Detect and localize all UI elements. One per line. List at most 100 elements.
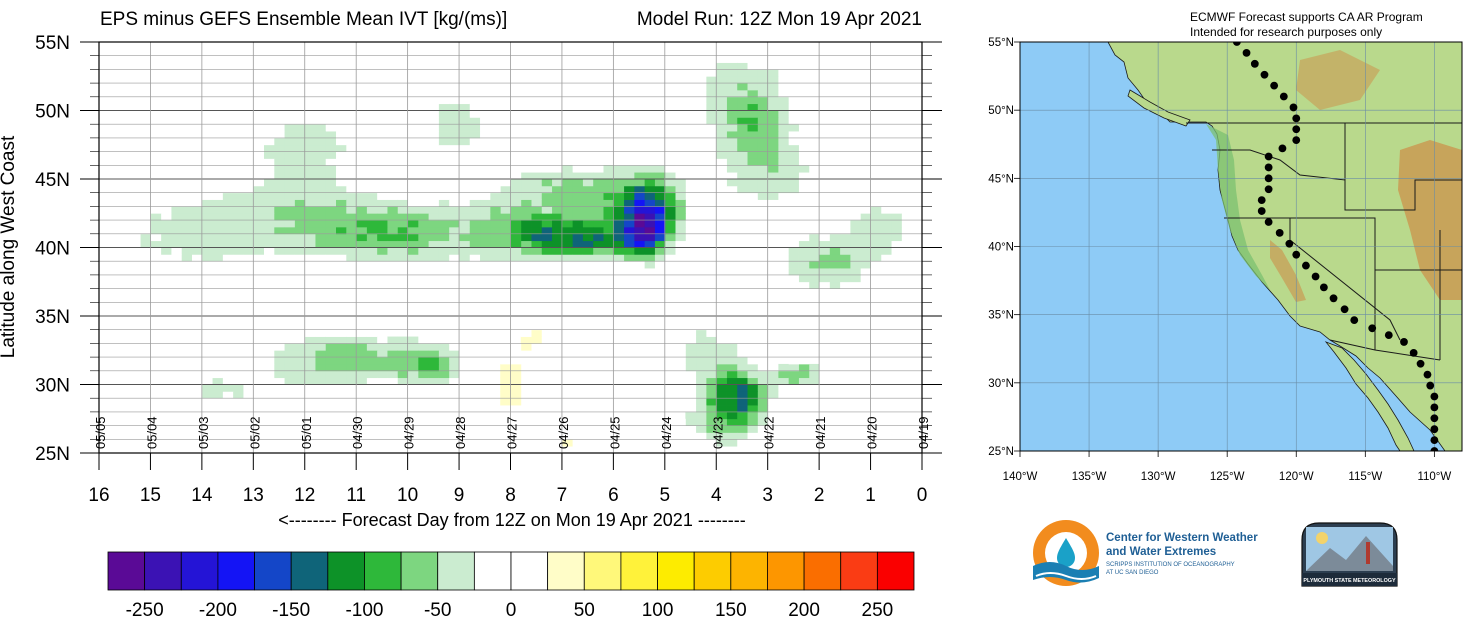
heatmap-cell [140,240,151,248]
heatmap-cell [417,384,429,392]
heatmap-cell [253,192,264,200]
map-lat-label: 35°N [988,310,1014,322]
heatmap-cell [880,233,892,242]
heatmap-cell [397,199,409,207]
heatmap-cell [695,117,707,125]
heatmap-cell [315,117,326,125]
heatmap-cell [428,137,439,146]
date-label: 04/29 [402,416,417,449]
heatmap-cell [407,384,419,392]
coast-point-dot [1264,163,1273,172]
heatmap-cell [788,192,799,200]
heatmap-cell [685,425,697,433]
heatmap-cell [273,124,285,132]
heatmap-cell [304,254,316,262]
heatmap-cell [345,144,357,152]
heatmap-cell [675,329,686,337]
heatmap-cell [767,131,779,139]
heatmap-cell [232,179,244,187]
heatmap-cell [345,357,357,365]
heatmap-cell [253,206,264,214]
heatmap-cell [345,137,357,146]
heatmap-cell [232,247,244,255]
heatmap-cell [479,124,491,132]
heatmap-cell [500,357,511,365]
heatmap-cell [757,411,769,420]
heatmap-cell [644,185,655,194]
heatmap-cell [561,439,573,447]
heatmap-cell [849,213,861,221]
heatmap-cell [819,247,830,255]
heatmap-cell [428,124,439,132]
colorbar-swatch [620,551,658,591]
heatmap-cell [860,261,871,269]
heatmap-cell [510,343,522,351]
heatmap-cell [695,439,707,447]
heatmap-cell [716,76,727,84]
heatmap-cell [777,179,789,187]
heatmap-cell [819,268,830,276]
heatmap-cell [335,213,347,221]
heatmap-cell [561,432,573,440]
heatmap-cell [376,192,388,200]
heatmap-cell [438,261,450,269]
heatmap-cell [284,350,295,358]
heatmap-cell [808,254,820,262]
heatmap-cell [263,247,275,255]
heatmap-cell [747,398,758,406]
heatmap-cell [613,185,625,194]
heatmap-cell [705,343,717,351]
date-label: 04/19 [916,416,931,449]
heatmap-cell [191,206,203,214]
map-lat-label: 40°N [988,242,1014,254]
heatmap-cell [675,213,686,221]
heatmap-cell [736,131,748,139]
heatmap-cell [664,343,676,351]
heatmap-cell [675,350,686,358]
heatmap-cell [407,343,419,351]
heatmap-cell [644,247,655,255]
heatmap-cell [747,411,758,420]
heatmap-cell [376,343,388,351]
heatmap-cell [201,220,213,228]
heatmap-cell [253,179,264,187]
heatmap-cell [243,240,254,248]
heatmap-cell [788,89,799,98]
heatmap-cell [716,165,727,173]
date-label: 04/24 [659,416,674,449]
heatmap-cell [119,233,131,242]
heatmap-cell [500,226,511,235]
heatmap-cell [294,370,306,379]
heatmap-cell [561,254,573,262]
heatmap-cell [726,144,738,152]
heatmap-cell [181,384,192,392]
heatmap-cell [243,185,254,194]
heatmap-cell [212,391,223,399]
heatmap-cell [387,254,398,262]
heatmap-cell [551,240,563,248]
heatmap-cell [448,151,460,159]
heatmap-cell [685,377,697,385]
heatmap-cell [263,343,275,351]
colorbar-label: 0 [506,600,517,621]
coast-point-dot [1285,239,1294,248]
heatmap-cell [273,117,285,125]
heatmap-cell [284,137,295,146]
heatmap-cell [747,69,758,77]
heatmap-cell [243,179,254,187]
heatmap-cell [438,336,450,344]
heatmap-cell [767,377,779,385]
heatmap-cell [397,336,409,344]
heatmap-cell [212,213,223,221]
heatmap-cell [325,247,337,255]
heatmap-cell [736,96,748,105]
coast-point-dot [1409,348,1418,357]
heatmap-cell [222,240,234,248]
heatmap-cell [201,261,213,269]
heatmap-cell [551,192,563,200]
heatmap-cell [551,254,563,262]
heatmap-cell [757,370,769,379]
heatmap-cell [633,247,645,255]
heatmap-cell [459,350,470,358]
heatmap-cell [747,48,758,57]
